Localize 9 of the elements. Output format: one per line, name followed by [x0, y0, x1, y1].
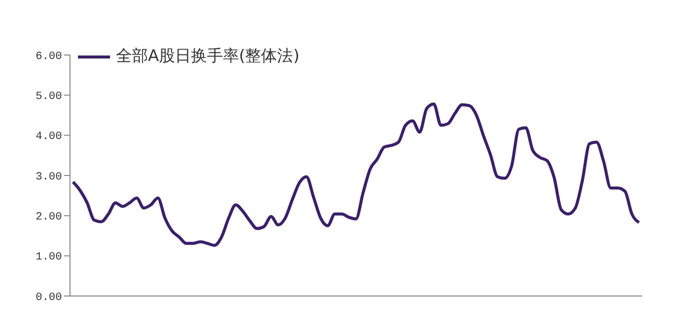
y-tick-label: 2.00	[36, 212, 62, 224]
y-tick-label: 3.00	[36, 171, 62, 184]
y-tick-label: 5.00	[36, 91, 62, 104]
legend-label: 全部A股日换手率(整体法)	[116, 46, 300, 67]
line-series	[72, 102, 640, 247]
y-tick-label: 0.00	[36, 292, 62, 304]
y-tick-label: 6.00	[36, 50, 62, 63]
y-tick-label: 1.00	[36, 252, 62, 264]
y-tick-label: 4.00	[36, 131, 62, 144]
